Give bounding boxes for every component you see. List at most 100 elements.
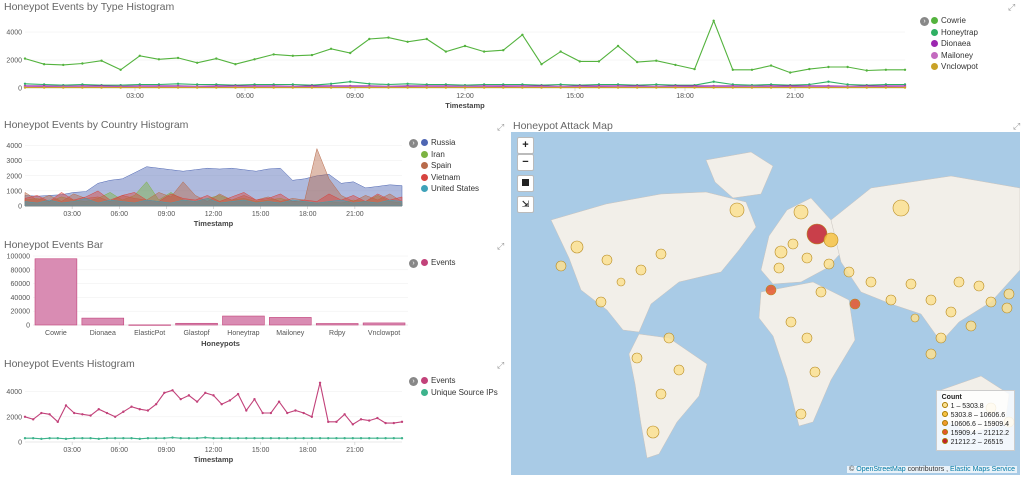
data-point[interactable]: [406, 82, 409, 86]
legend-toggle-icon[interactable]: ›: [409, 139, 418, 148]
data-point[interactable]: [179, 397, 182, 401]
data-point[interactable]: [318, 381, 322, 384]
data-point[interactable]: [294, 437, 297, 440]
data-point[interactable]: [769, 64, 773, 67]
data-point[interactable]: [236, 392, 240, 396]
data-point[interactable]: [368, 86, 371, 89]
draw-rectangle-button[interactable]: [517, 175, 534, 192]
data-point[interactable]: [212, 394, 215, 397]
data-point[interactable]: [368, 37, 371, 41]
data-point[interactable]: [154, 403, 158, 406]
expand-icon[interactable]: ⤢: [1013, 121, 1021, 131]
data-point[interactable]: [23, 57, 27, 60]
data-point[interactable]: [176, 86, 180, 89]
data-point[interactable]: [789, 71, 792, 74]
data-point[interactable]: [105, 411, 109, 415]
data-point[interactable]: [130, 405, 133, 408]
data-point[interactable]: [187, 437, 191, 440]
data-point[interactable]: [81, 62, 84, 65]
data-point[interactable]: [750, 86, 754, 89]
world-map[interactable]: + − ⇲ Count 1 – 5303.8 5303.8 – 10606.6 10…: [511, 132, 1020, 475]
data-point[interactable]: [808, 86, 811, 89]
data-point[interactable]: [261, 437, 264, 440]
legend-toggle-icon[interactable]: ›: [920, 17, 929, 26]
data-point[interactable]: [789, 86, 792, 89]
data-point[interactable]: [349, 80, 352, 83]
bar[interactable]: [315, 323, 359, 326]
data-point[interactable]: [351, 423, 355, 426]
data-point[interactable]: [368, 437, 371, 440]
data-point[interactable]: [234, 86, 237, 89]
legend-item[interactable]: Unique Source IPs: [421, 387, 498, 399]
data-point[interactable]: [327, 420, 330, 424]
data-point[interactable]: [171, 389, 174, 392]
zoom-in-button[interactable]: +: [517, 137, 534, 154]
legend-item[interactable]: Vietnam: [421, 172, 479, 184]
bar[interactable]: [128, 324, 171, 326]
data-point[interactable]: [195, 400, 199, 403]
data-point[interactable]: [616, 44, 620, 48]
data-point[interactable]: [559, 50, 562, 53]
data-point[interactable]: [157, 86, 161, 89]
data-point[interactable]: [731, 86, 735, 89]
data-point[interactable]: [302, 437, 305, 440]
bar[interactable]: [34, 258, 78, 326]
data-point[interactable]: [387, 83, 390, 86]
data-point[interactable]: [204, 436, 207, 439]
data-point[interactable]: [463, 86, 467, 89]
data-point[interactable]: [655, 59, 658, 62]
data-point[interactable]: [349, 51, 352, 55]
data-point[interactable]: [195, 83, 199, 86]
data-point[interactable]: [559, 83, 562, 86]
data-point[interactable]: [89, 437, 92, 440]
data-point[interactable]: [425, 37, 428, 41]
data-point[interactable]: [359, 437, 363, 440]
data-point[interactable]: [769, 86, 773, 89]
legend-item[interactable]: Events: [421, 257, 455, 269]
legend-item[interactable]: Cowrie: [931, 15, 978, 27]
data-point[interactable]: [277, 400, 281, 403]
data-point[interactable]: [272, 53, 275, 56]
data-point[interactable]: [42, 62, 46, 66]
data-point[interactable]: [387, 36, 390, 39]
data-point[interactable]: [215, 86, 218, 89]
data-point[interactable]: [444, 50, 448, 53]
data-point[interactable]: [72, 437, 76, 440]
data-point[interactable]: [597, 86, 601, 89]
data-point[interactable]: [693, 86, 696, 89]
data-point[interactable]: [97, 408, 100, 411]
data-point[interactable]: [97, 437, 100, 441]
data-point[interactable]: [23, 415, 27, 418]
data-point[interactable]: [253, 397, 256, 401]
expand-icon[interactable]: ⤢: [497, 122, 505, 132]
data-point[interactable]: [81, 413, 84, 416]
data-point[interactable]: [245, 437, 248, 440]
data-point[interactable]: [425, 86, 428, 89]
data-point[interactable]: [521, 86, 524, 89]
data-point[interactable]: [138, 408, 141, 411]
data-point[interactable]: [400, 420, 404, 424]
legend-item[interactable]: Honeytrap: [931, 27, 978, 39]
data-point[interactable]: [138, 54, 141, 57]
data-point[interactable]: [578, 60, 581, 63]
legend-item[interactable]: Vnclowpot: [931, 61, 978, 73]
data-point[interactable]: [655, 86, 658, 89]
data-point[interactable]: [40, 411, 43, 415]
data-point[interactable]: [154, 437, 158, 440]
data-point[interactable]: [351, 437, 355, 440]
osm-link[interactable]: OpenStreetMap: [856, 466, 906, 473]
data-point[interactable]: [23, 437, 27, 440]
data-point[interactable]: [212, 437, 215, 440]
data-point[interactable]: [286, 411, 289, 415]
data-point[interactable]: [81, 437, 84, 440]
legend-item[interactable]: Russia: [421, 137, 479, 149]
data-point[interactable]: [72, 411, 76, 415]
data-point[interactable]: [277, 437, 281, 440]
fit-bounds-button[interactable]: ⇲: [517, 196, 534, 213]
bar[interactable]: [175, 322, 218, 326]
data-point[interactable]: [176, 82, 180, 86]
data-point[interactable]: [272, 86, 275, 89]
bar[interactable]: [81, 317, 125, 326]
bar[interactable]: [222, 315, 265, 326]
data-point[interactable]: [261, 411, 264, 415]
